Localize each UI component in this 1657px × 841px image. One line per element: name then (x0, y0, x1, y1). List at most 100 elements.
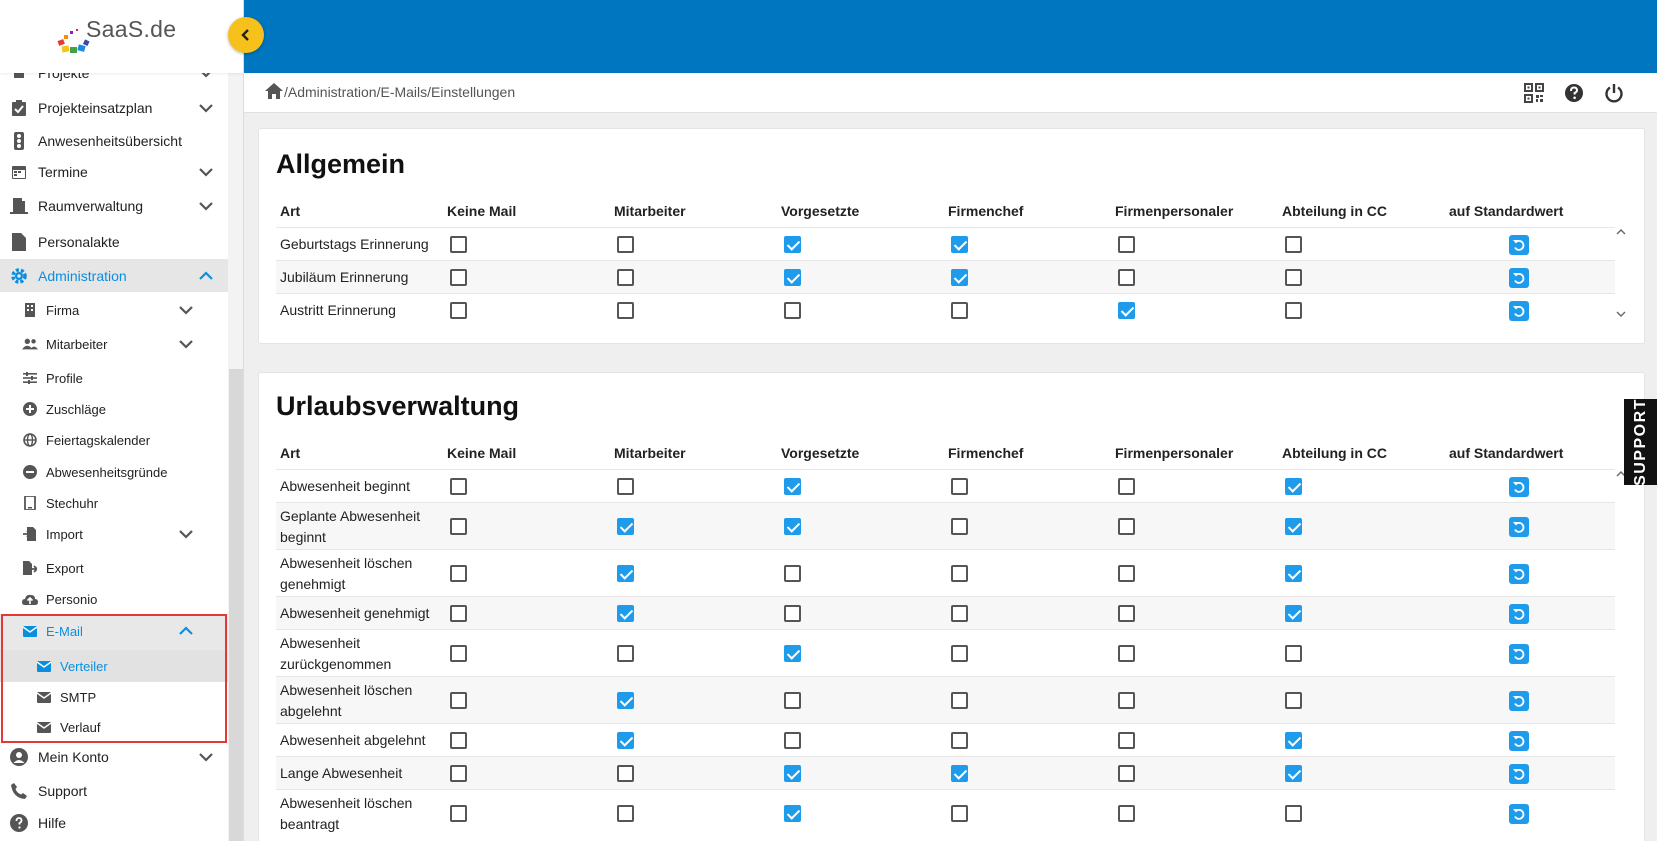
chevron-down-icon[interactable] (198, 201, 214, 211)
checkbox-unchecked[interactable] (1285, 269, 1302, 286)
checkbox-unchecked[interactable] (951, 518, 968, 535)
sidebar-item-zuschlaege[interactable]: Zuschläge (0, 394, 228, 424)
sidebar-item-anwesenheitsuebersicht[interactable]: Anwesenheitsübersicht (0, 126, 228, 156)
checkbox-unchecked[interactable] (1285, 805, 1302, 822)
reset-default-button[interactable] (1509, 803, 1529, 824)
checkbox-unchecked[interactable] (784, 605, 801, 622)
checkbox-checked[interactable] (784, 765, 801, 782)
checkbox-unchecked[interactable] (450, 478, 467, 495)
sidebar-item-termine[interactable]: Termine (0, 157, 228, 187)
checkbox-checked[interactable] (784, 645, 801, 662)
sidebar-item-verlauf[interactable]: Verlauf (0, 712, 228, 742)
checkbox-unchecked[interactable] (951, 645, 968, 662)
sidebar-item-hilfe[interactable]: Hilfe (0, 808, 228, 838)
sidebar-item-smtp[interactable]: SMTP (0, 682, 228, 712)
sidebar-item-raumverwaltung[interactable]: Raumverwaltung (0, 191, 228, 221)
checkbox-unchecked[interactable] (617, 269, 634, 286)
chevron-down-icon[interactable] (198, 752, 214, 762)
chevron-down-icon[interactable] (198, 103, 214, 113)
checkbox-unchecked[interactable] (450, 605, 467, 622)
sidebar-item-verteiler[interactable]: Verteiler (0, 651, 228, 681)
checkbox-checked[interactable] (784, 478, 801, 495)
reset-default-button[interactable] (1509, 690, 1529, 711)
reset-default-button[interactable] (1509, 643, 1529, 664)
sidebar-scrollbar-thumb[interactable] (229, 369, 243, 841)
checkbox-unchecked[interactable] (1118, 269, 1135, 286)
reset-default-button[interactable] (1509, 603, 1529, 624)
checkbox-unchecked[interactable] (784, 302, 801, 319)
checkbox-unchecked[interactable] (1118, 645, 1135, 662)
checkbox-unchecked[interactable] (1118, 805, 1135, 822)
checkbox-checked[interactable] (784, 805, 801, 822)
power-icon[interactable] (1604, 83, 1624, 103)
checkbox-unchecked[interactable] (617, 236, 634, 253)
checkbox-unchecked[interactable] (617, 302, 634, 319)
table-scrollbar[interactable] (1614, 469, 1628, 841)
checkbox-unchecked[interactable] (450, 269, 467, 286)
checkbox-unchecked[interactable] (450, 565, 467, 582)
reset-default-button[interactable] (1509, 234, 1529, 255)
checkbox-checked[interactable] (951, 269, 968, 286)
checkbox-unchecked[interactable] (617, 765, 634, 782)
checkbox-unchecked[interactable] (951, 805, 968, 822)
checkbox-checked[interactable] (1285, 765, 1302, 782)
checkbox-unchecked[interactable] (1118, 605, 1135, 622)
checkbox-checked[interactable] (784, 236, 801, 253)
sidebar-item-profile[interactable]: Profile (0, 363, 228, 393)
checkbox-unchecked[interactable] (1118, 565, 1135, 582)
checkbox-checked[interactable] (951, 236, 968, 253)
checkbox-unchecked[interactable] (1285, 236, 1302, 253)
checkbox-checked[interactable] (1285, 605, 1302, 622)
checkbox-unchecked[interactable] (1285, 645, 1302, 662)
chevron-up-icon[interactable] (178, 626, 194, 636)
support-tab[interactable]: SUPPORT (1624, 398, 1657, 486)
checkbox-unchecked[interactable] (784, 692, 801, 709)
scroll-down-icon[interactable] (1616, 311, 1626, 317)
sidebar-item-administration[interactable]: Administration (0, 259, 228, 292)
checkbox-unchecked[interactable] (450, 692, 467, 709)
sidebar-item-personalakte[interactable]: Personalakte (0, 227, 228, 257)
checkbox-unchecked[interactable] (617, 645, 634, 662)
reset-default-button[interactable] (1509, 763, 1529, 784)
checkbox-checked[interactable] (1285, 565, 1302, 582)
checkbox-unchecked[interactable] (450, 236, 467, 253)
checkbox-unchecked[interactable] (784, 732, 801, 749)
reset-default-button[interactable] (1509, 730, 1529, 751)
scroll-up-icon[interactable] (1616, 229, 1626, 235)
sidebar-item-mein-konto[interactable]: Mein Konto (0, 742, 228, 772)
checkbox-checked[interactable] (617, 565, 634, 582)
checkbox-checked[interactable] (784, 269, 801, 286)
reset-default-button[interactable] (1509, 563, 1529, 584)
checkbox-unchecked[interactable] (951, 302, 968, 319)
checkbox-unchecked[interactable] (450, 302, 467, 319)
checkbox-unchecked[interactable] (450, 732, 467, 749)
chevron-down-icon[interactable] (198, 167, 214, 177)
checkbox-unchecked[interactable] (1118, 765, 1135, 782)
checkbox-checked[interactable] (617, 518, 634, 535)
checkbox-checked[interactable] (951, 765, 968, 782)
checkbox-unchecked[interactable] (1118, 732, 1135, 749)
checkbox-checked[interactable] (1118, 302, 1135, 319)
home-icon[interactable] (264, 82, 284, 100)
scroll-up-icon[interactable] (1616, 471, 1626, 477)
checkbox-unchecked[interactable] (951, 605, 968, 622)
checkbox-checked[interactable] (1285, 732, 1302, 749)
reset-default-button[interactable] (1509, 300, 1529, 321)
breadcrumb-path[interactable]: /Administration/E-Mails/Einstellungen (284, 84, 516, 100)
checkbox-checked[interactable] (784, 518, 801, 535)
reset-default-button[interactable] (1509, 267, 1529, 288)
checkbox-unchecked[interactable] (450, 518, 467, 535)
sidebar-item-email[interactable]: E-Mail (0, 616, 228, 646)
sidebar-item-import[interactable]: Import (0, 519, 228, 549)
reset-default-button[interactable] (1509, 516, 1529, 537)
checkbox-unchecked[interactable] (1118, 478, 1135, 495)
checkbox-checked[interactable] (1285, 518, 1302, 535)
checkbox-checked[interactable] (617, 692, 634, 709)
sidebar-item-support[interactable]: Support (0, 776, 228, 806)
checkbox-unchecked[interactable] (784, 565, 801, 582)
checkbox-unchecked[interactable] (1285, 302, 1302, 319)
reset-default-button[interactable] (1509, 476, 1529, 497)
checkbox-unchecked[interactable] (450, 805, 467, 822)
sidebar-item-firma[interactable]: Firma (0, 295, 228, 325)
sidebar-item-projekteinsatzplan[interactable]: Projekteinsatzplan (0, 93, 228, 123)
